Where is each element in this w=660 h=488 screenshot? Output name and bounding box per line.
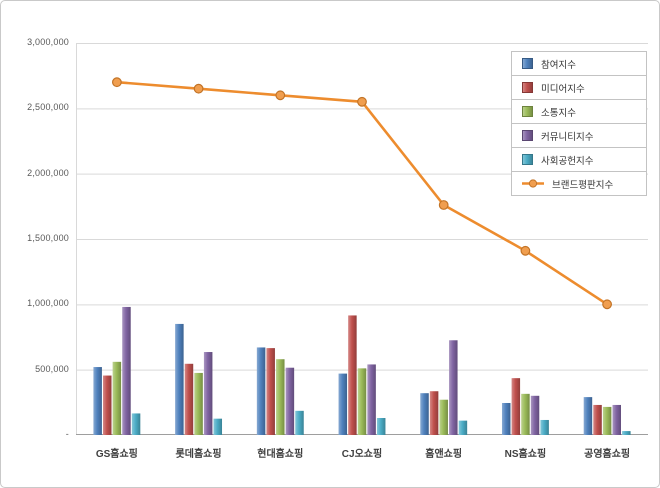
bar-미디어지수 (184, 363, 194, 435)
bar-사회공헌지수 (376, 418, 386, 435)
y-tick-label: 500,000 (35, 363, 69, 374)
legend-label: 참여지수 (541, 59, 576, 71)
line-marker (357, 96, 367, 107)
bar-미디어지수 (429, 391, 439, 435)
bar-소통지수 (276, 359, 285, 435)
legend-item: 사회공헌지수 (511, 147, 647, 172)
line-marker (112, 77, 122, 88)
legend-label: 브랜드평판지수 (552, 179, 614, 191)
bar-참여지수 (93, 367, 102, 435)
legend-item: 커뮤니티지수 (511, 123, 647, 148)
bar-소통지수 (521, 393, 530, 435)
legend-swatch-icon (522, 58, 533, 69)
bar-커뮤니티지수 (203, 352, 213, 435)
legend-label: 사회공헌지수 (541, 155, 594, 167)
bar-참여지수 (583, 397, 593, 435)
x-category-label: 홈앤쇼핑 (425, 449, 463, 460)
bar-사회공헌지수 (295, 410, 304, 435)
legend-label: 미디어지수 (541, 83, 585, 95)
bar-사회공헌지수 (458, 420, 468, 435)
x-category-label: 롯데홈쇼핑 (175, 449, 222, 460)
legend-swatch-icon (522, 154, 533, 165)
bar-미디어지수 (266, 348, 275, 435)
bar-사회공헌지수 (622, 431, 631, 435)
bar-커뮤니티지수 (285, 367, 295, 435)
bar-커뮤니티지수 (449, 340, 458, 435)
legend-item: 참여지수 (511, 51, 647, 76)
bar-참여지수 (256, 347, 266, 435)
legend-item: 미디어지수 (511, 75, 647, 100)
bar-소통지수 (194, 372, 203, 435)
line-marker (438, 200, 449, 210)
y-tick-label: 2,500,000 (27, 102, 69, 113)
bar-사회공헌지수 (131, 413, 141, 435)
legend-swatch-icon (522, 82, 533, 93)
y-tick-label: 1,000,000 (27, 298, 69, 309)
bar-커뮤니티지수 (122, 306, 131, 435)
bar-미디어지수 (348, 315, 357, 435)
bar-커뮤니티지수 (367, 364, 376, 435)
bar-참여지수 (501, 402, 511, 435)
y-tick-label: 1,500,000 (27, 233, 69, 243)
bar-미디어지수 (511, 378, 521, 435)
x-category-label: 공영홈쇼핑 (584, 449, 631, 460)
y-tick-label: 3,000,000 (27, 37, 69, 47)
legend-swatch-icon (522, 130, 533, 141)
line-marker (520, 245, 531, 256)
bar-사회공헌지수 (540, 419, 549, 435)
bar-참여지수 (420, 393, 429, 435)
bar-소통지수 (602, 406, 612, 435)
legend-label: 커뮤니티지수 (541, 131, 594, 143)
legend-item: 브랜드평판지수 (511, 171, 647, 196)
x-category-label: 현대홈쇼핑 (257, 449, 304, 460)
bar-커뮤니티지수 (530, 395, 540, 435)
x-category-label: GS홈쇼핑 (95, 449, 138, 460)
y-tick-label: - (65, 429, 69, 439)
legend-item: 소통지수 (511, 99, 647, 124)
legend-line-icon (522, 179, 544, 188)
bar-참여지수 (338, 373, 348, 435)
bar-소통지수 (112, 361, 122, 435)
y-tick-label: 2,000,000 (27, 167, 69, 178)
bar-참여지수 (175, 323, 184, 435)
bar-커뮤니티지수 (612, 404, 621, 435)
legend-swatch-icon (522, 106, 533, 117)
legend-label: 소통지수 (541, 107, 576, 119)
x-category-label: NS홈쇼핑 (504, 449, 547, 460)
plot-area (76, 43, 648, 435)
x-category-label: CJ오쇼핑 (341, 449, 383, 460)
bar-소통지수 (357, 368, 367, 435)
bar-사회공헌지수 (213, 418, 223, 435)
line-marker (275, 90, 286, 101)
line-marker (602, 299, 612, 310)
bar-미디어지수 (593, 404, 602, 435)
line-marker (193, 83, 204, 94)
bar-미디어지수 (103, 375, 112, 435)
bar-소통지수 (439, 399, 448, 435)
